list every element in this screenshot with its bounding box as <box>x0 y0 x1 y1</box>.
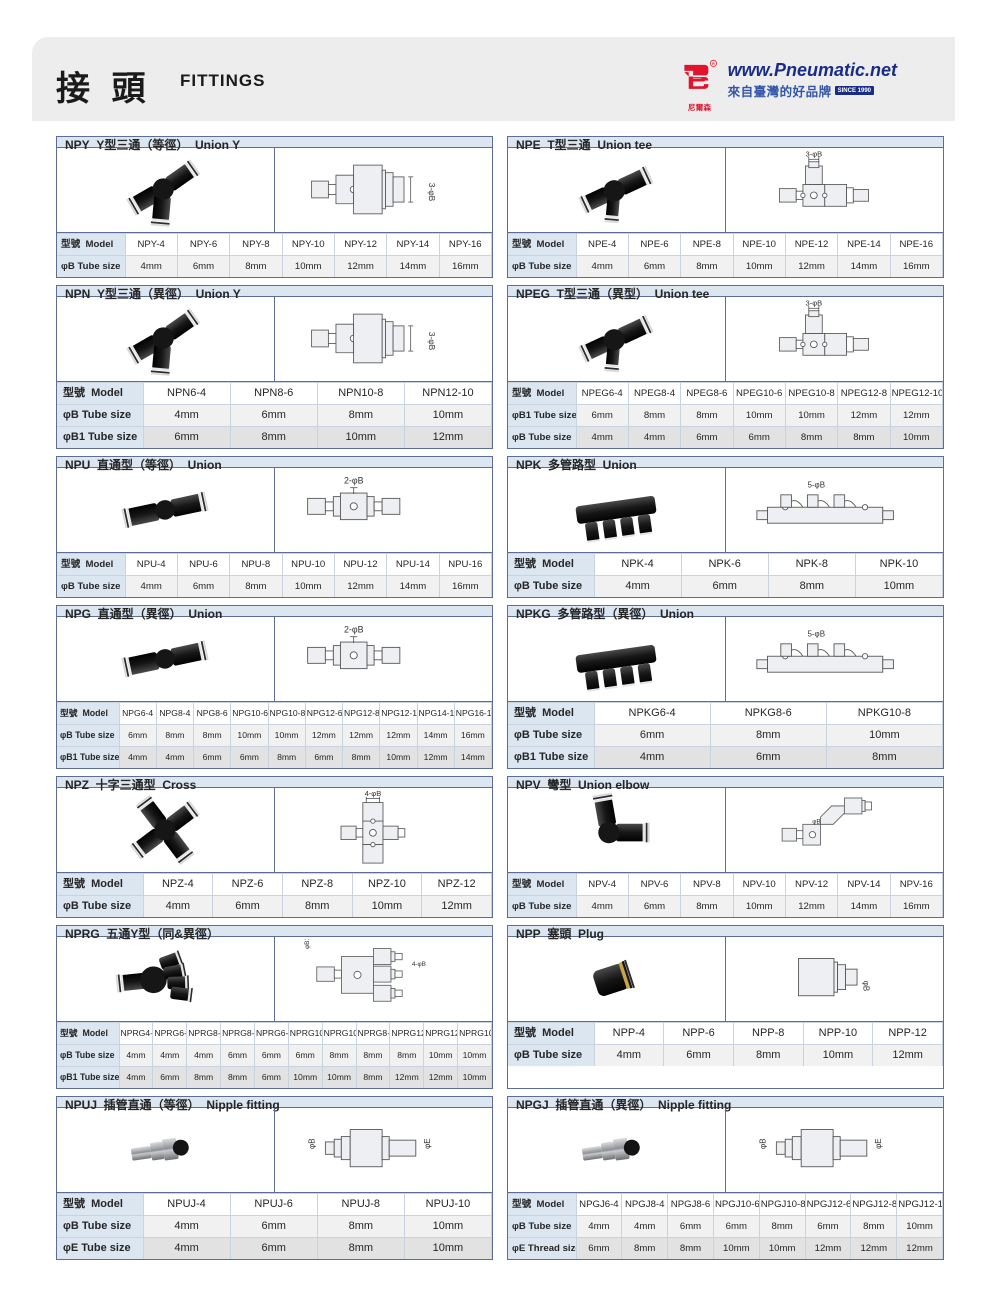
svg-text:φB: φB <box>759 1139 768 1149</box>
svg-text:3-φB: 3-φB <box>806 150 823 159</box>
svg-text:2-φB: 2-φB <box>344 475 364 485</box>
svg-text:3-φB: 3-φB <box>427 183 437 202</box>
svg-text:4-φB: 4-φB <box>365 790 382 798</box>
svg-text:3-φB: 3-φB <box>427 332 437 351</box>
svg-text:φB: φB <box>812 819 820 826</box>
svg-text:2-φB: 2-φB <box>344 624 364 634</box>
svg-text:4-φB: 4-φB <box>412 961 426 968</box>
svg-text:φE: φE <box>423 1139 432 1149</box>
svg-text:φB1: φB1 <box>304 939 311 949</box>
svg-text:R: R <box>712 62 715 66</box>
svg-text:φE: φE <box>874 1139 883 1149</box>
svg-text:φB: φB <box>308 1139 317 1149</box>
svg-text:3-φB: 3-φB <box>806 299 823 308</box>
svg-text:5-φB: 5-φB <box>808 481 826 490</box>
svg-text:φB: φB <box>862 981 871 991</box>
svg-text:5-φB: 5-φB <box>808 630 826 639</box>
